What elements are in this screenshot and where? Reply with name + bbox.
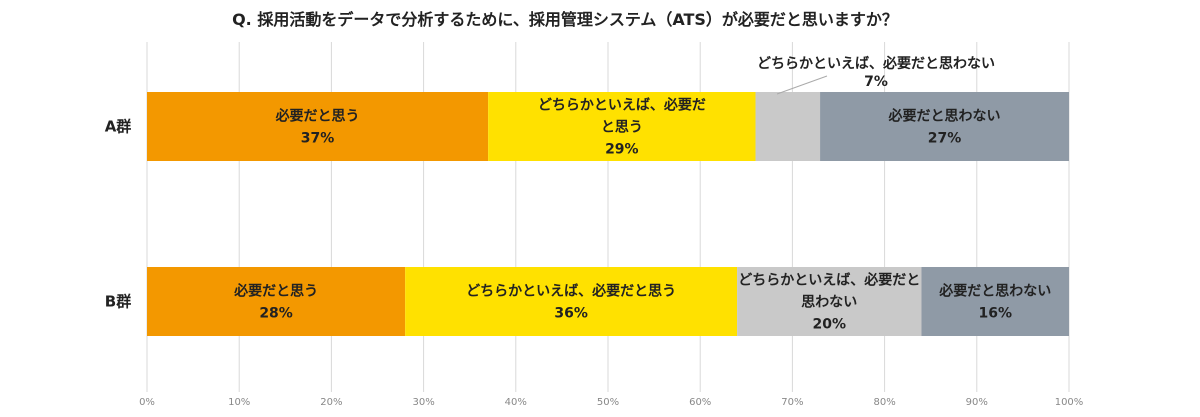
data-label: と思う <box>601 120 643 136</box>
bar-segment <box>820 92 1069 161</box>
x-tick-label: 70% <box>781 397 803 408</box>
data-label: 27% <box>928 131 962 147</box>
x-tick-label: 50% <box>597 397 619 408</box>
data-label: 29% <box>605 142 639 158</box>
data-label: 思わない <box>801 295 857 311</box>
bar-segment <box>755 92 821 161</box>
data-label: どちらかといえば、必要だと思わない <box>757 55 995 72</box>
data-label: 37% <box>301 131 335 147</box>
x-tick-label: 0% <box>139 397 155 408</box>
x-tick-label: 100% <box>1055 397 1084 408</box>
data-label: 必要だと思わない <box>938 283 1051 300</box>
bar-segment <box>737 267 922 336</box>
bar-segment <box>921 267 1069 336</box>
x-tick-label: 60% <box>689 397 711 408</box>
x-tick-label: 30% <box>412 397 434 408</box>
data-label: 16% <box>978 306 1012 322</box>
x-tick-label: 10% <box>228 397 250 408</box>
data-label: 20% <box>813 317 847 333</box>
bar-segment <box>147 92 489 161</box>
category-label: A群 <box>105 118 132 136</box>
data-label: 28% <box>259 306 293 322</box>
x-tick-label: 80% <box>873 397 895 408</box>
x-tick-label: 90% <box>966 397 988 408</box>
category-label: B群 <box>105 293 131 311</box>
data-label: どちらかといえば、必要だ <box>538 97 706 114</box>
data-label: 必要だと思わない <box>888 108 1001 125</box>
data-label: どちらかといえば、必要だと <box>738 272 920 289</box>
data-label: 必要だと思う <box>275 108 360 125</box>
bar-segment <box>405 267 738 336</box>
chart-title: Q. 採用活動をデータで分析するために、採用管理システム（ATS）が必要だと思い… <box>232 10 898 29</box>
data-label: 7% <box>864 74 888 90</box>
x-tick-label: 40% <box>505 397 527 408</box>
bar-segment <box>488 92 756 161</box>
data-label: どちらかといえば、必要だと思う <box>466 283 676 300</box>
x-tick-label: 20% <box>320 397 342 408</box>
data-label: 36% <box>554 306 588 322</box>
leader-line <box>776 75 828 95</box>
data-label: 必要だと思う <box>233 283 318 300</box>
bar-segment <box>147 267 406 336</box>
